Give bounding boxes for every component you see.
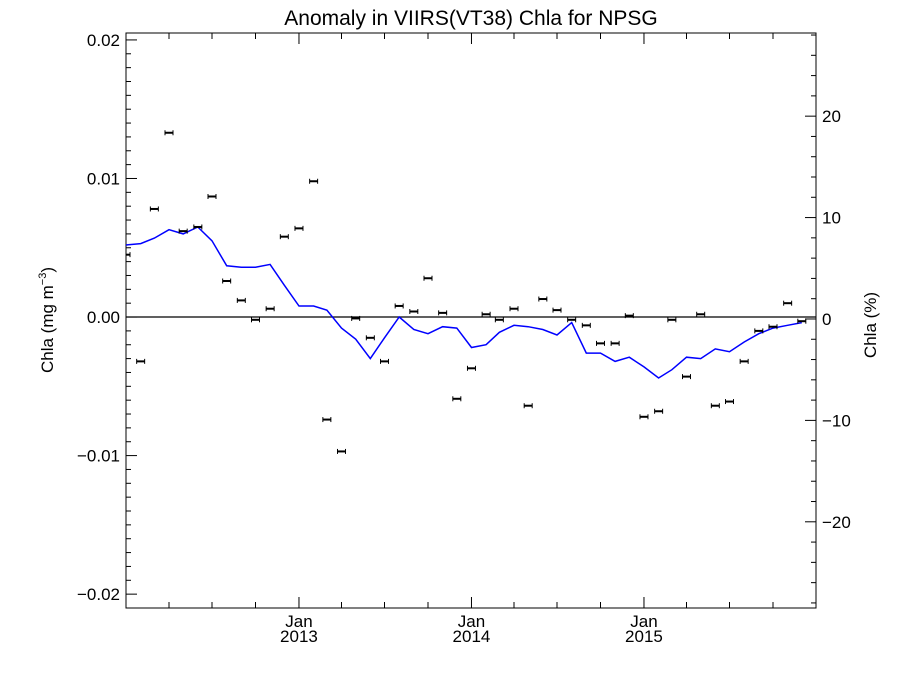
- y-tick-label: −0.01: [77, 447, 120, 466]
- x-tick-label-year: 2013: [280, 627, 318, 646]
- data-layer: [126, 130, 807, 454]
- data-point: [667, 317, 677, 323]
- data-point: [509, 306, 519, 312]
- y-axis-label-main: Chla (mg m: [38, 285, 57, 373]
- data-point: [322, 417, 332, 423]
- data-point: [552, 307, 562, 313]
- data-point: [178, 228, 188, 234]
- data-point: [136, 358, 146, 364]
- y2-tick-label: 10: [822, 209, 841, 228]
- data-point: [725, 399, 735, 405]
- data-point: [380, 358, 390, 364]
- data-point: [207, 193, 217, 199]
- y-axis-label-close: ): [38, 267, 57, 273]
- data-point: [595, 340, 605, 346]
- y-tick-label: 0.00: [87, 308, 120, 327]
- data-point: [581, 322, 591, 328]
- y2-tick-label: 0: [822, 310, 831, 329]
- data-point: [279, 234, 289, 240]
- data-point: [610, 340, 620, 346]
- x-tick-label-month: Jan: [630, 612, 657, 631]
- plot-area: −0.02−0.010.000.010.02−20−1001020Jan2013…: [77, 31, 851, 646]
- data-point: [538, 296, 548, 302]
- data-point: [696, 311, 706, 317]
- x-tick-label-month: Jan: [458, 612, 485, 631]
- y-axis-label-superscript: −3: [37, 273, 49, 286]
- data-point: [739, 358, 749, 364]
- data-point: [423, 275, 433, 281]
- plot-frame: [125, 32, 817, 609]
- x-tick-label-year: 2015: [625, 627, 663, 646]
- data-point: [351, 315, 361, 321]
- data-point: [682, 374, 692, 380]
- y-tick-label: 0.01: [87, 169, 120, 188]
- data-point: [222, 278, 232, 284]
- chart-title: Anomaly in VIIRS(VT38) Chla for NPSG: [284, 7, 657, 30]
- data-point: [768, 324, 778, 330]
- data-point: [754, 328, 764, 334]
- data-point: [654, 408, 664, 414]
- data-point: [265, 306, 275, 312]
- data-point: [624, 313, 634, 319]
- data-point: [149, 206, 159, 212]
- y-axis-label: Chla (mg m−3): [37, 267, 57, 373]
- data-point: [523, 403, 533, 409]
- y-tick-label: 0.02: [87, 31, 120, 50]
- y2-tick-label: −10: [822, 411, 851, 430]
- data-point: [438, 310, 448, 316]
- smoothed-anomaly-line: [126, 226, 802, 379]
- data-point: [193, 224, 203, 230]
- data-point: [394, 303, 404, 309]
- data-point: [639, 414, 649, 420]
- data-point: [783, 300, 793, 306]
- data-point: [236, 297, 246, 303]
- data-point: [481, 311, 491, 317]
- data-point: [710, 403, 720, 409]
- x-tick-label-year: 2014: [453, 627, 491, 646]
- data-point: [126, 252, 131, 258]
- data-point: [452, 396, 462, 402]
- data-point: [337, 448, 347, 454]
- data-point: [294, 225, 304, 231]
- data-point: [365, 335, 375, 341]
- data-point: [466, 365, 476, 371]
- data-point: [409, 308, 419, 314]
- x-tick-label-month: Jan: [285, 612, 312, 631]
- y-tick-label: −0.02: [77, 585, 120, 604]
- data-point: [164, 130, 174, 136]
- right-axis-label: Chla (%): [861, 292, 880, 358]
- data-point: [567, 317, 577, 323]
- y2-tick-label: −20: [822, 513, 851, 532]
- data-point: [250, 317, 260, 323]
- data-point: [797, 318, 807, 324]
- data-point: [309, 178, 319, 184]
- y2-tick-label: 20: [822, 107, 841, 126]
- data-point: [494, 317, 504, 323]
